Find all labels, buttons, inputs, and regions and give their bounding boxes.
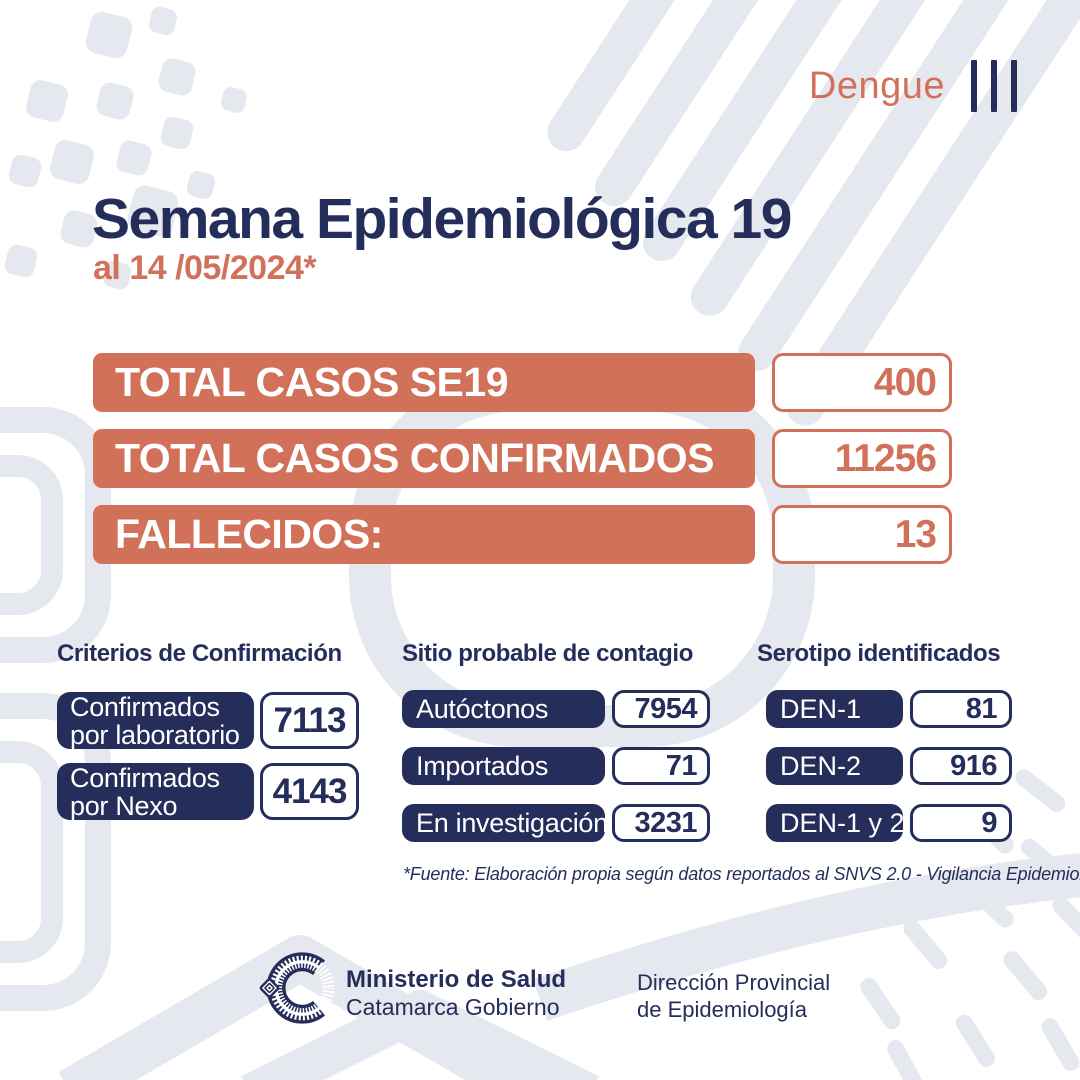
row-label: En investigación: [402, 804, 608, 842]
section-serotipo: Serotipo identificados DEN-1 81 DEN-2 91…: [757, 640, 1012, 842]
catamarca-logo-icon: [259, 952, 338, 1024]
row-en-investigacion: En investigación 3231: [402, 804, 710, 842]
row-den2: DEN-2 916: [766, 747, 1012, 785]
row-den1y2: DEN-1 y 2 9: [766, 804, 1012, 842]
section-title: Sitio probable de contagio: [402, 640, 693, 667]
brand-tag: Dengue: [809, 60, 1017, 112]
direction-line1: Dirección Provincial: [637, 970, 831, 995]
row-autoctonos: Autóctonos 7954: [402, 690, 710, 728]
row-label: Importados: [402, 747, 605, 785]
row-value: 71: [612, 747, 710, 785]
row-value: 7954: [612, 690, 710, 728]
three-bars-icon: [971, 60, 1017, 112]
summary-row-total-confirmados: TOTAL CASOS CONFIRMADOS 11256: [93, 429, 952, 488]
ministry-government: Catamarca Gobierno: [346, 994, 560, 1020]
summary-label: FALLECIDOS:: [93, 505, 755, 564]
summary-row-fallecidos: FALLECIDOS: 13: [93, 505, 952, 564]
summary-value: 13: [772, 505, 952, 564]
summary-row-total-se19: TOTAL CASOS SE19 400: [93, 353, 952, 412]
row-label: Confirmados por laboratorio: [57, 692, 254, 749]
row-confirmados-laboratorio: Confirmados por laboratorio 7113: [57, 692, 359, 749]
row-label: Autóctonos: [402, 690, 605, 728]
section-title: Serotipo identificados: [757, 640, 1001, 667]
row-label: DEN-1: [766, 690, 903, 728]
section-sitio-contagio: Sitio probable de contagio Autóctonos 79…: [402, 640, 710, 842]
summary-value: 11256: [772, 429, 952, 488]
section-title: Criterios de Confirmación: [57, 640, 342, 667]
dengue-label: Dengue: [808, 64, 945, 107]
page-title: Semana Epidemiológica 19: [92, 187, 792, 251]
row-confirmados-nexo: Confirmados por Nexo 4143: [57, 763, 359, 820]
section-criterios-confirmacion: Criterios de Confirmación Confirmados po…: [57, 640, 359, 820]
ministry-name: Ministerio de Salud: [346, 966, 567, 993]
row-label: DEN-1 y 2: [766, 804, 905, 842]
row-importados: Importados 71: [402, 747, 710, 785]
row-value: 81: [910, 690, 1012, 728]
direction-signature: Dirección Provincial de Epidemiología: [637, 969, 830, 1023]
ministry-signature: Ministerio de Salud Catamarca Gobierno: [346, 966, 566, 1021]
row-value: 9: [910, 804, 1012, 842]
source-footnote: *Fuente: Elaboración propia según datos …: [403, 864, 1080, 884]
row-value: 4143: [260, 763, 359, 820]
direction-line2: de Epidemiología: [637, 997, 808, 1022]
page-subtitle: al 14 /05/2024*: [93, 249, 317, 287]
summary-label: TOTAL CASOS CONFIRMADOS: [93, 429, 755, 488]
row-value: 916: [910, 747, 1012, 785]
row-value: 3231: [612, 804, 710, 842]
summary-label: TOTAL CASOS SE19: [93, 353, 755, 412]
summary-totals: TOTAL CASOS SE19 400 TOTAL CASOS CONFIRM…: [93, 353, 952, 564]
row-label: Confirmados por Nexo: [57, 763, 254, 820]
row-value: 7113: [260, 692, 359, 749]
row-label: DEN-2: [766, 747, 903, 785]
summary-value: 400: [772, 353, 952, 412]
row-den1: DEN-1 81: [766, 690, 1012, 728]
